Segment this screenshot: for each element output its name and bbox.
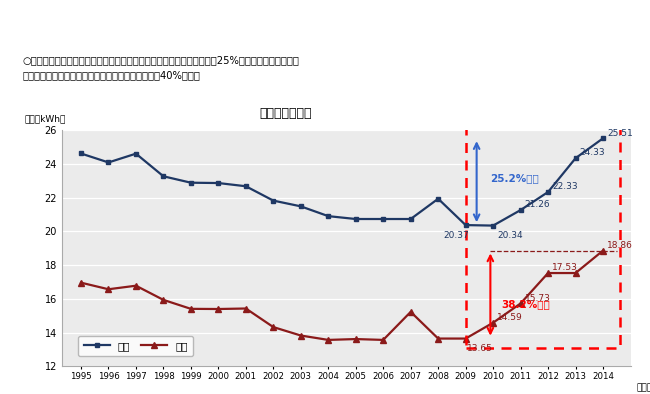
Text: 38.2%上昇: 38.2%上昇: [501, 299, 550, 309]
電灯: [269, 198, 277, 203]
電力: [571, 271, 579, 275]
Text: 20.34: 20.34: [497, 231, 523, 240]
電力: [380, 338, 387, 342]
電力: [132, 283, 140, 288]
Text: 13.65: 13.65: [467, 344, 493, 353]
電力: [214, 307, 222, 311]
Text: 14.59: 14.59: [497, 313, 523, 322]
電力: [544, 271, 552, 275]
電灯: [544, 190, 552, 194]
電灯: [380, 217, 387, 221]
Text: 21.26: 21.26: [525, 200, 551, 209]
電力: [489, 320, 497, 325]
電灯: [187, 180, 195, 185]
電灯: [105, 160, 112, 165]
電灯: [242, 184, 250, 189]
電灯: [517, 208, 525, 212]
電力: [242, 306, 250, 311]
電灯: [489, 223, 497, 228]
電灯: [324, 214, 332, 219]
電灯: [214, 181, 222, 186]
電灯: [434, 196, 442, 201]
Text: 18.86: 18.86: [607, 241, 633, 250]
Line: 電灯: 電灯: [79, 136, 605, 228]
電灯: [297, 204, 305, 209]
電灯: [352, 217, 359, 221]
電力: [407, 310, 415, 314]
電力: [352, 337, 359, 342]
Text: 24.33: 24.33: [580, 149, 605, 158]
電力: [517, 301, 525, 306]
Text: 25.51: 25.51: [607, 128, 633, 138]
Text: （年度）: （年度）: [636, 383, 650, 392]
Text: 22.33: 22.33: [552, 182, 578, 191]
Text: 15.73: 15.73: [525, 294, 551, 303]
Line: 電力: 電力: [78, 248, 606, 343]
電力: [187, 307, 195, 311]
Legend: 電灯, 電力: 電灯, 電力: [79, 336, 193, 357]
電灯: [132, 151, 140, 156]
電灯: [159, 174, 167, 178]
電灯: [462, 223, 469, 227]
電力: [269, 325, 277, 329]
Text: 電気料金の推移: 電気料金の推移: [260, 108, 312, 120]
電力: [159, 297, 167, 302]
電力: [599, 248, 607, 253]
Text: （円／kWh）: （円／kWh）: [25, 114, 66, 123]
Text: ○東日本大震災以降、家庭向けの電気料金（電灯料金）の平均単価は約25%、工場・オフィス等の
　産業向けの電気料金（電力料金）の平均単価は約40%上昇。: ○東日本大震災以降、家庭向けの電気料金（電灯料金）の平均単価は約25%、工場・オ…: [22, 56, 299, 80]
電力: [434, 336, 442, 341]
Text: 25.2%上昇: 25.2%上昇: [490, 173, 539, 183]
電灯: [407, 217, 415, 221]
Text: 一般電気事業者の電気料金推移(電灯・電力): 一般電気事業者の電気料金推移(電灯・電力): [222, 12, 428, 30]
電力: [462, 336, 469, 341]
Text: 17.53: 17.53: [552, 263, 578, 272]
電力: [297, 333, 305, 338]
電力: [324, 338, 332, 342]
電力: [77, 280, 85, 285]
Text: 20.37: 20.37: [443, 230, 469, 240]
電灯: [599, 136, 607, 141]
電灯: [77, 151, 85, 156]
電力: [105, 287, 112, 292]
電灯: [571, 156, 579, 161]
